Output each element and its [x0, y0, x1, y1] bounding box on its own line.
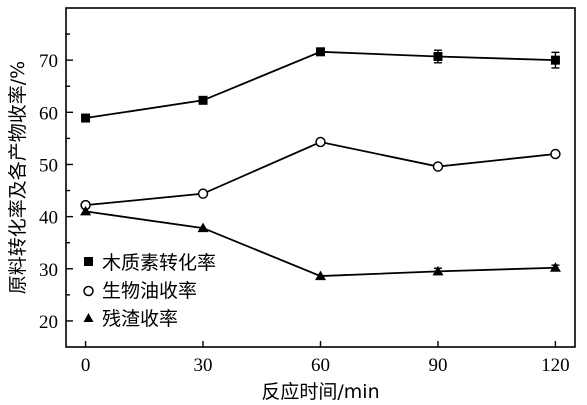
- triangle-marker: [80, 205, 92, 216]
- legend-square-marker: [84, 257, 93, 266]
- legend-triangle-marker: [83, 313, 94, 322]
- circle-marker: [315, 136, 326, 148]
- legend-item-residue: 残渣收率: [83, 308, 178, 330]
- y-tick-label: 60: [39, 103, 58, 124]
- triangle-marker: [432, 265, 444, 276]
- y-tick-label: 40: [39, 208, 58, 229]
- lignin-conversion-line: [85, 50, 556, 119]
- legend-label-lignin: 木质素转化率: [102, 252, 216, 274]
- biooil-yield-line: [85, 141, 556, 207]
- x-axis-label: 反应时间/min: [261, 381, 379, 403]
- y-tick-label: 50: [39, 155, 58, 176]
- legend: 木质素转化率 生物油收率 残渣收率: [83, 252, 216, 330]
- x-tick-label: 90: [428, 355, 447, 376]
- legend-item-biooil: 生物油收率: [83, 280, 197, 302]
- legend-label-biooil: 生物油收率: [102, 280, 197, 302]
- triangle-marker: [197, 222, 209, 233]
- triangle-marker: [549, 262, 561, 272]
- x-tick-label: 30: [194, 355, 213, 376]
- square-marker: [198, 95, 208, 105]
- y-tick-label: 70: [39, 51, 58, 72]
- x-tick-label: 120: [541, 355, 570, 376]
- square-marker: [316, 47, 325, 57]
- y-axis-label: 原料转化率及各产物收率/%: [7, 61, 29, 294]
- square-marker: [433, 52, 443, 62]
- circle-marker: [432, 161, 444, 172]
- legend-circle-marker: [83, 285, 94, 297]
- y-tick-label: 30: [39, 260, 58, 281]
- circle-marker: [197, 188, 209, 199]
- plot-area: 0 30 60 90 120 20 30 40 50 60 70: [39, 7, 576, 376]
- triangle-marker: [315, 270, 326, 281]
- legend-item-lignin: 木质素转化率: [84, 252, 216, 274]
- y-tick-label: 20: [39, 312, 58, 333]
- legend-label-residue: 残渣收率: [102, 308, 178, 330]
- x-tick-label: 60: [311, 355, 330, 376]
- square-marker: [81, 113, 91, 123]
- square-marker: [550, 55, 560, 65]
- circle-marker: [550, 148, 561, 160]
- x-tick-label: 0: [81, 355, 91, 376]
